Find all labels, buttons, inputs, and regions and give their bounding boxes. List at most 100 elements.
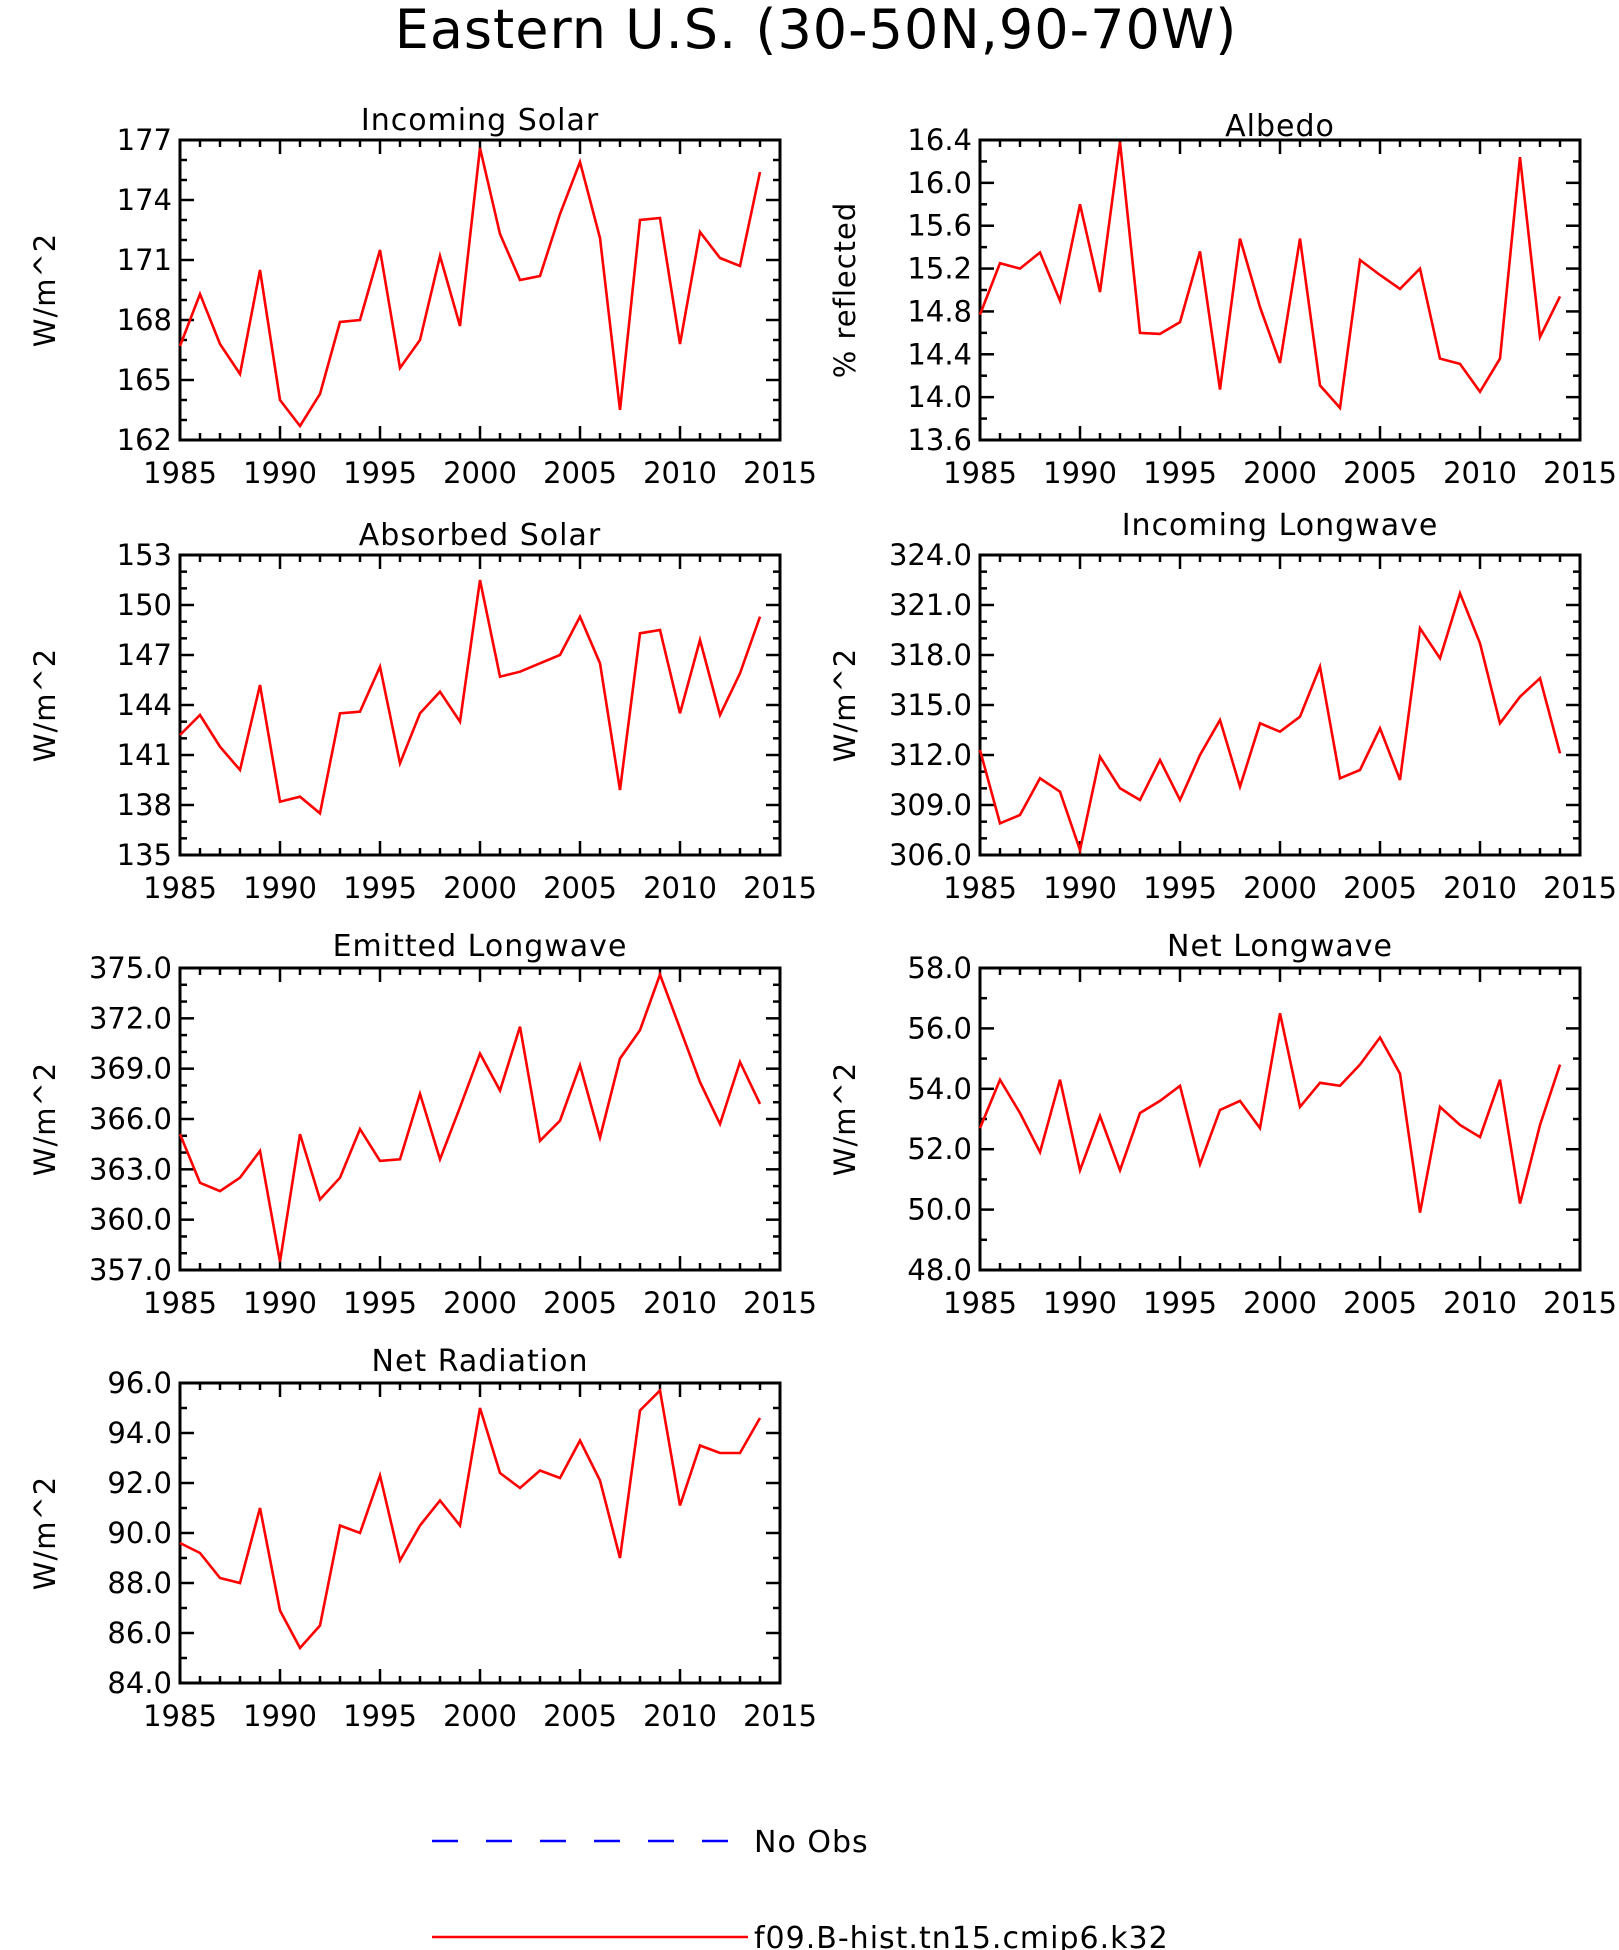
y-tick-label: 84.0 — [107, 1666, 172, 1700]
plot-frame — [178, 553, 782, 857]
y-tick-label: 162 — [117, 423, 172, 457]
x-tick-label: 2005 — [543, 871, 617, 905]
x-tick-label: 2010 — [643, 456, 717, 490]
panel-4: Incoming Longwave W/m^2 1985 1990 1995 2000 20… — [828, 508, 1617, 905]
x-tick-label: 1985 — [943, 456, 1017, 490]
y-tick-label: 372.0 — [89, 1001, 172, 1035]
x-tick-label: 2015 — [743, 1286, 817, 1320]
y-tick-label: 92.0 — [107, 1466, 172, 1500]
x-tick-label: 2000 — [1243, 871, 1317, 905]
x-tick-label: 2005 — [543, 1699, 617, 1733]
y-tick-label: 360.0 — [89, 1203, 172, 1237]
x-tick-label: 2000 — [443, 1699, 517, 1733]
y-tick-label: 15.6 — [907, 209, 972, 243]
x-tick-label: 1985 — [943, 871, 1017, 905]
x-tick-label: 2005 — [543, 456, 617, 490]
x-tick-label: 2015 — [1543, 1286, 1617, 1320]
y-tick-label: 168 — [117, 303, 172, 337]
y-tick-label: 363.0 — [89, 1152, 172, 1186]
series-line — [179, 579, 762, 816]
x-tick-label: 2005 — [1343, 456, 1417, 490]
y-tick-label: 309.0 — [889, 788, 972, 822]
x-tick-label: 1990 — [243, 871, 317, 905]
y-tick-label: 90.0 — [107, 1516, 172, 1550]
y-tick-label: 135 — [117, 838, 172, 872]
figure-title: Eastern U.S. (30-50N,90-70W) — [395, 0, 1238, 61]
x-tick-label: 2010 — [643, 1699, 717, 1733]
y-tick-label: 141 — [117, 738, 172, 772]
y-tick-label: 13.6 — [907, 423, 972, 457]
y-tick-label: 56.0 — [907, 1011, 972, 1045]
y-axis-label: % reflected — [828, 202, 862, 379]
x-tick-label: 2000 — [443, 1286, 517, 1320]
panel-title: Net Longwave — [1167, 929, 1393, 964]
panel-title: Incoming Solar — [361, 103, 599, 138]
y-tick-label: 369.0 — [89, 1052, 172, 1086]
y-tick-label: 16.0 — [907, 166, 972, 200]
x-tick-label: 1990 — [1043, 456, 1117, 490]
panel-6: Net Longwave W/m^2 1985 1990 1995 2000 2005 201… — [828, 929, 1617, 1320]
panel-7: Net Radiation W/m^2 1985 1990 1995 2000 2005 20… — [28, 1344, 817, 1733]
x-tick-label: 1995 — [343, 1286, 417, 1320]
x-tick-label: 2000 — [443, 871, 517, 905]
panel-3: Absorbed Solar W/m^2 1985 1990 1995 2000 2005 2… — [28, 518, 817, 905]
x-tick-label: 1985 — [143, 456, 217, 490]
y-axis-label: W/m^2 — [28, 1062, 62, 1176]
x-tick-label: 2015 — [743, 871, 817, 905]
y-tick-label: 48.0 — [907, 1253, 972, 1287]
legend-label: No Obs — [754, 1825, 869, 1860]
y-tick-label: 54.0 — [907, 1072, 972, 1106]
x-tick-label: 2010 — [643, 871, 717, 905]
y-tick-label: 321.0 — [889, 588, 972, 622]
x-tick-label: 1990 — [243, 1286, 317, 1320]
x-tick-label: 2010 — [1443, 456, 1517, 490]
y-tick-label: 312.0 — [889, 738, 972, 772]
y-tick-label: 96.0 — [107, 1366, 172, 1400]
x-tick-label: 2015 — [743, 1699, 817, 1733]
y-axis-label: W/m^2 — [28, 233, 62, 347]
y-tick-label: 306.0 — [889, 838, 972, 872]
y-tick-label: 375.0 — [89, 951, 172, 985]
x-tick-label: 1985 — [143, 1286, 217, 1320]
y-tick-label: 150 — [117, 588, 172, 622]
series-line — [179, 1387, 762, 1651]
y-tick-label: 144 — [117, 688, 172, 722]
y-tick-label: 14.4 — [907, 337, 972, 371]
y-tick-label: 58.0 — [907, 951, 972, 985]
x-tick-label: 1995 — [1143, 456, 1217, 490]
x-tick-label: 2015 — [1543, 871, 1617, 905]
panel-5: Emitted Longwave W/m^2 1985 1990 1995 2000 200… — [28, 929, 817, 1320]
x-tick-label: 2015 — [1543, 456, 1617, 490]
y-axis-label: W/m^2 — [28, 648, 62, 762]
y-tick-label: 50.0 — [907, 1193, 972, 1227]
x-tick-label: 2000 — [1243, 1286, 1317, 1320]
y-tick-label: 165 — [117, 363, 172, 397]
y-tick-label: 147 — [117, 638, 172, 672]
y-axis-label: W/m^2 — [828, 648, 862, 762]
x-tick-label: 2005 — [1343, 871, 1417, 905]
y-tick-label: 153 — [117, 538, 172, 572]
plot-frame — [178, 966, 782, 1272]
y-tick-label: 88.0 — [107, 1566, 172, 1600]
x-tick-label: 1990 — [243, 456, 317, 490]
y-tick-label: 318.0 — [889, 638, 972, 672]
y-tick-label: 174 — [117, 183, 172, 217]
panel-title: Net Radiation — [372, 1344, 589, 1379]
x-tick-label: 2015 — [743, 456, 817, 490]
legend: No Obs f09.B-hist.tn15.cmip6.k32 — [432, 1825, 1168, 1950]
panel-2: Albedo % reflected 1985 1990 1995 2000 2005 201… — [828, 109, 1617, 490]
plot-frame — [178, 1381, 782, 1685]
panel-title: Albedo — [1225, 109, 1335, 144]
x-tick-label: 2010 — [1443, 1286, 1517, 1320]
y-axis-label: W/m^2 — [28, 1476, 62, 1590]
y-tick-label: 138 — [117, 788, 172, 822]
y-tick-label: 14.0 — [907, 380, 972, 414]
x-tick-label: 1995 — [343, 1699, 417, 1733]
y-tick-label: 14.8 — [907, 294, 972, 328]
x-tick-label: 1990 — [243, 1699, 317, 1733]
panels: Incoming Solar W/m^2 1985 1990 1995 2000 2005 2… — [28, 103, 1617, 1733]
x-tick-label: 1985 — [943, 1286, 1017, 1320]
panel-title: Emitted Longwave — [333, 929, 628, 964]
x-tick-label: 2010 — [643, 1286, 717, 1320]
